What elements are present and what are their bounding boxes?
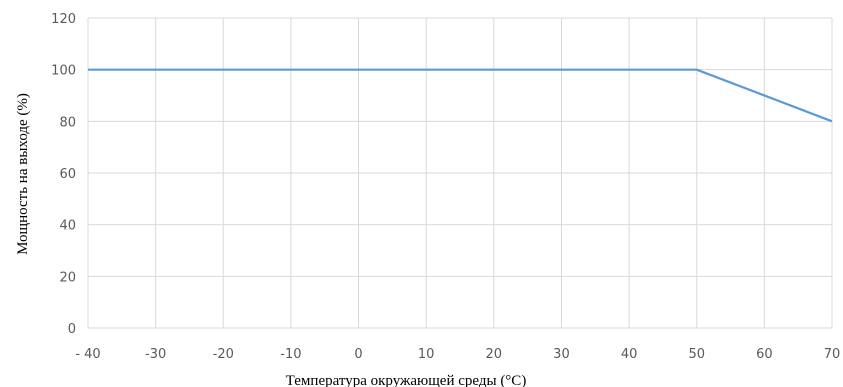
x-tick-label: 10 [418, 347, 435, 362]
x-tick-label: 0 [354, 347, 362, 362]
y-tick-label: 100 [51, 64, 76, 79]
x-tick-labels: - 40 -30 -20 -10 0 10 20 30 40 50 60 70 [75, 347, 840, 362]
y-tick-label: 0 [68, 322, 76, 337]
y-tick-label: 120 [51, 12, 76, 27]
x-tick-label: 40 [621, 347, 638, 362]
x-tick-label: - 40 [75, 347, 100, 362]
x-tick-label: -20 [213, 347, 234, 362]
x-tick-label: -10 [280, 347, 301, 362]
y-tick-label: 80 [59, 115, 76, 130]
series-line [88, 68, 833, 123]
x-tick-label: 30 [553, 347, 570, 362]
gridlines [87, 17, 833, 329]
y-axis-title: Мощность на выходе (%) [15, 93, 31, 255]
x-axis-title: Температура окружающей среды (°C) [286, 373, 527, 387]
y-tick-label: 40 [59, 219, 76, 234]
x-tick-label: 50 [688, 347, 705, 362]
x-tick-label: 20 [486, 347, 503, 362]
y-tick-label: 20 [59, 270, 76, 285]
series-group [88, 68, 833, 123]
y-tick-label: 60 [59, 167, 76, 182]
x-tick-label: 70 [824, 347, 841, 362]
y-tick-labels: 0 20 40 60 80 100 120 [51, 12, 76, 337]
x-tick-label: 60 [756, 347, 773, 362]
x-tick-label: -30 [145, 347, 166, 362]
